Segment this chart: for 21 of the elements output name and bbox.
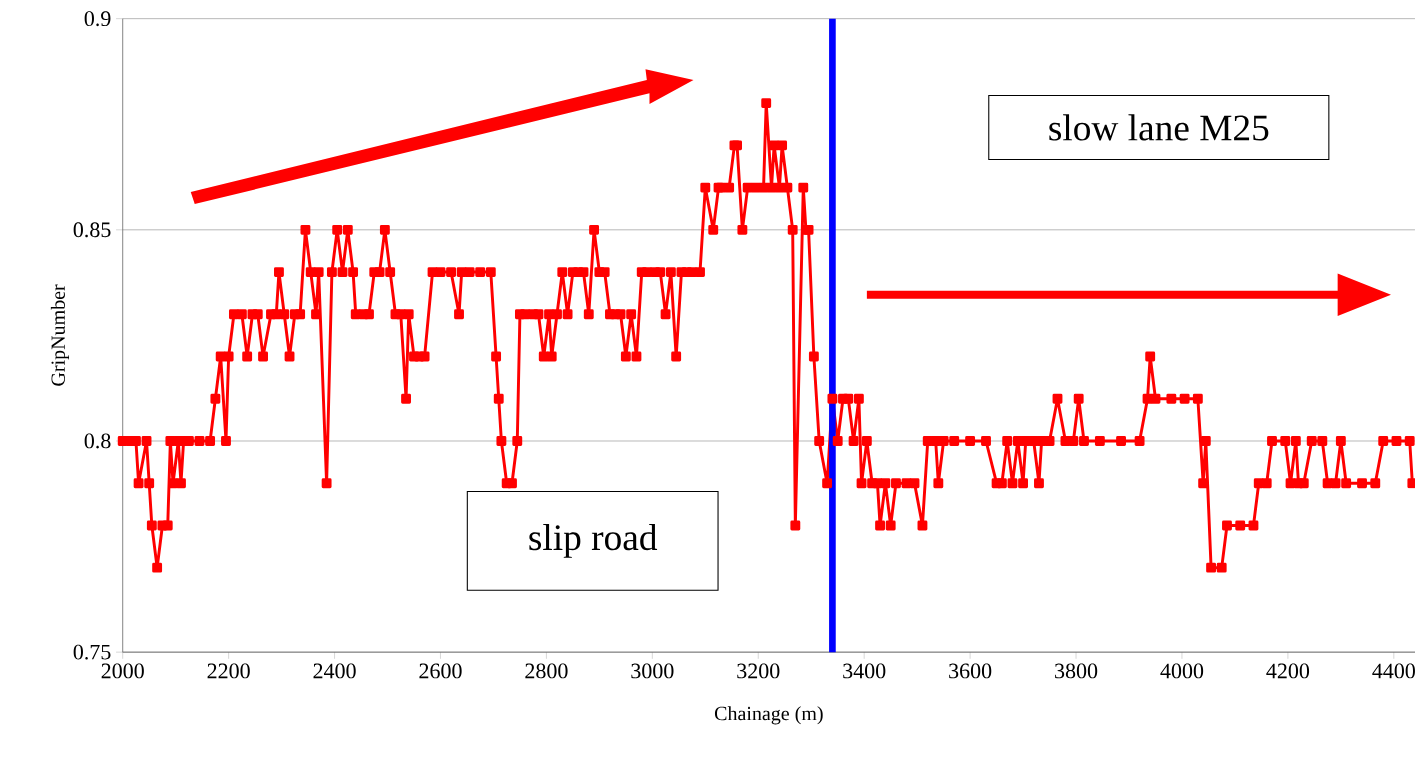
annotation: slip road xyxy=(529,524,658,559)
y-axis-title: GripNumber xyxy=(50,284,69,386)
x-tick-label: 3600 xyxy=(949,663,992,679)
x-tick-label: 2400 xyxy=(313,663,356,679)
annotation: slow lane M25 xyxy=(1049,114,1269,141)
x-tick-label: 2200 xyxy=(207,663,250,679)
x-tick-label: 3400 xyxy=(843,663,886,679)
y-tick-label: 0.8 xyxy=(84,433,111,449)
x-tick-label: 4000 xyxy=(1160,663,1204,679)
x-axis-title: Chainage (m) xyxy=(714,706,823,725)
y-tick-label: 0.75 xyxy=(73,644,111,660)
x-tick-label: 3200 xyxy=(737,663,780,679)
x-tick-label: 4400 xyxy=(1372,663,1415,679)
x-tick-label: 2600 xyxy=(419,663,462,679)
x-tick-label: 2800 xyxy=(525,663,568,679)
x-tick-label: 3800 xyxy=(1055,663,1098,679)
y-tick-label: 0.9 xyxy=(84,11,111,27)
x-tick-label: 2000 xyxy=(101,663,144,679)
x-tick-label: 3000 xyxy=(631,663,674,679)
x-tick-label: 4200 xyxy=(1266,663,1310,679)
y-tick-label: 0.85 xyxy=(73,222,111,238)
